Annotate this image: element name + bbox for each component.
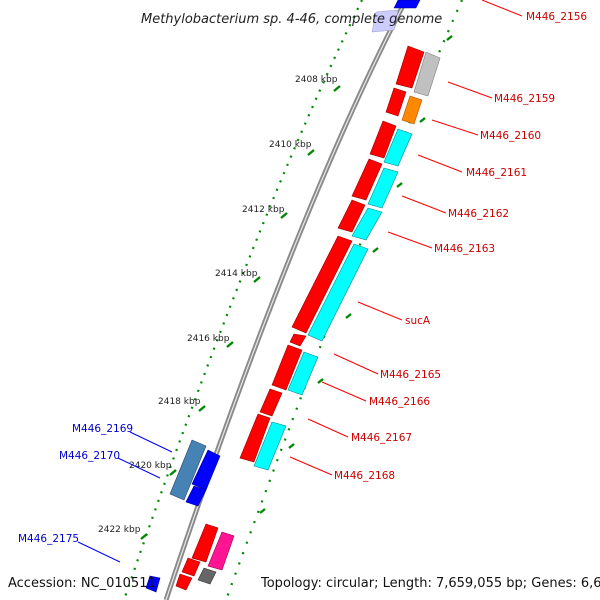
gene-block-2175-blue[interactable] xyxy=(145,575,161,593)
outer-tick-marks xyxy=(259,35,453,514)
scale-ruler xyxy=(122,0,363,600)
gene-block-2165-red[interactable] xyxy=(271,344,303,391)
genome-backbone-highlight xyxy=(165,0,407,600)
gene-block-2162-red[interactable] xyxy=(351,158,383,201)
gene-block-bottom-red-3[interactable] xyxy=(175,573,193,591)
gene-block-2168-cyan[interactable] xyxy=(253,421,287,471)
gene-block-small-red[interactable] xyxy=(289,333,307,347)
gene-block-bottom-red-2[interactable] xyxy=(181,557,201,577)
gene-block-2166-red[interactable] xyxy=(259,388,283,417)
gene-label-M446_2168[interactable]: M446_2168 xyxy=(334,470,395,482)
reverse-features xyxy=(145,439,221,593)
gene-label-M446_2166[interactable]: M446_2166 xyxy=(369,396,430,408)
gene-block-2159-red[interactable] xyxy=(395,45,425,89)
gene-block-sucA-cyan[interactable] xyxy=(307,243,369,342)
gene-block-2160-orange[interactable] xyxy=(401,95,423,125)
gene-label-M446_2163[interactable]: M446_2163 xyxy=(434,243,495,255)
gene-block-top-blue[interactable] xyxy=(393,0,421,9)
gene-block-sucA-red[interactable] xyxy=(291,235,353,334)
genome-summary-text: Topology: circular; Length: 7,659,055 bp… xyxy=(260,576,600,591)
tick-label-2420: 2420 kbp xyxy=(129,461,172,471)
tick-label-2408: 2408 kbp xyxy=(295,75,338,85)
gene-block-bottom-red[interactable] xyxy=(191,523,219,563)
gene-block-2161-cyan[interactable] xyxy=(383,128,413,167)
gene-block-2159-grey[interactable] xyxy=(413,51,441,97)
gene-label-M446_2160[interactable]: M446_2160 xyxy=(480,130,541,142)
leader-lines-left xyxy=(77,431,173,563)
gene-block-2161-red[interactable] xyxy=(369,120,397,159)
genome-backbone xyxy=(163,0,409,600)
gene-label-M446_2162[interactable]: M446_2162 xyxy=(448,208,509,220)
accession-text: Accession: NC_010511 xyxy=(8,576,156,591)
gene-block-top-lilac[interactable] xyxy=(371,9,399,33)
leader-lines-right xyxy=(289,0,523,476)
gene-block-bottom-grey[interactable] xyxy=(197,567,217,585)
gene-label-M446_2169[interactable]: M446_2169 xyxy=(72,423,133,435)
gene-label-M446_2156[interactable]: M446_2156 xyxy=(526,11,587,23)
gene-block-2160-red[interactable] xyxy=(385,87,407,117)
gene-block-bottom-pink[interactable] xyxy=(207,531,235,571)
tick-label-2416: 2416 kbp xyxy=(187,334,230,344)
tick-label-2418: 2418 kbp xyxy=(158,397,201,407)
gene-block-2165-cyan[interactable] xyxy=(287,351,319,396)
gene-label-M446_2159[interactable]: M446_2159 xyxy=(494,93,555,105)
gene-block-2162-cyan[interactable] xyxy=(367,167,399,209)
gene-label-M446_2170[interactable]: M446_2170 xyxy=(59,450,120,462)
gene-label-sucA[interactable]: sucA xyxy=(405,315,431,327)
tick-label-2422: 2422 kbp xyxy=(98,525,141,535)
gene-block-2163-red[interactable] xyxy=(337,199,366,233)
gene-label-M446_2167[interactable]: M446_2167 xyxy=(351,432,412,444)
gene-label-M446_2175[interactable]: M446_2175 xyxy=(18,533,79,545)
tick-label-2414: 2414 kbp xyxy=(215,269,258,279)
tick-marks xyxy=(140,85,341,540)
gene-block-2167-red[interactable] xyxy=(239,413,271,463)
forward-features xyxy=(175,0,441,591)
gene-block-2169-steelblue[interactable] xyxy=(169,439,207,501)
map-title: Methylobacterium sp. 4-46, complete geno… xyxy=(141,12,442,27)
tick-label-2412: 2412 kbp xyxy=(242,205,285,215)
gene-block-2170-blue-2[interactable] xyxy=(185,485,207,507)
gene-block-2163-cyan[interactable] xyxy=(351,207,383,241)
tick-label-2410: 2410 kbp xyxy=(269,140,312,150)
gene-label-M446_2165[interactable]: M446_2165 xyxy=(380,369,441,381)
gene-label-M446_2161[interactable]: M446_2161 xyxy=(466,167,527,179)
